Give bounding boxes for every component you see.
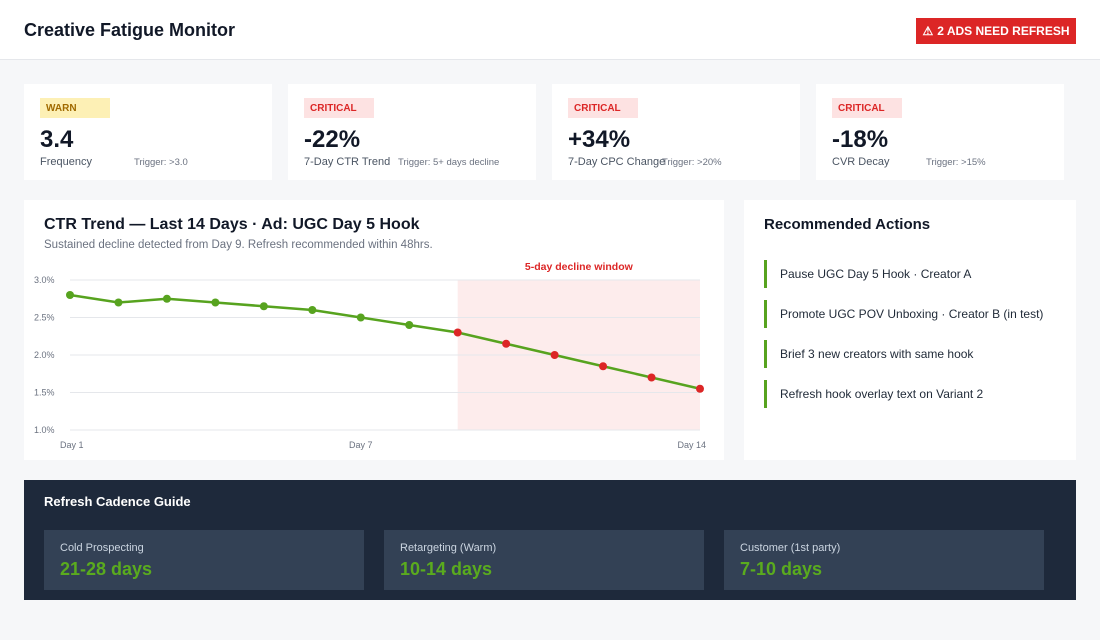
action-item[interactable]: Pause UGC Day 5 Hook · Creator A (764, 260, 1060, 288)
cadence-item-retargeting: Retargeting (Warm) 10-14 days (384, 530, 704, 590)
ctr-trend-chart-card: CTR Trend — Last 14 Days · Ad: UGC Day 5… (24, 200, 724, 460)
data-point (502, 339, 511, 348)
chart-title: CTR Trend — Last 14 Days · Ad: UGC Day 5… (44, 216, 420, 233)
y-tick-label: 2.0% (34, 350, 55, 360)
kpi-value: -18% (832, 126, 889, 153)
data-point (356, 313, 365, 322)
kpi-label: 7-Day CPC Change (568, 156, 666, 168)
kpi-card-frequency: WARN 3.4 Frequency Trigger: >3.0 (24, 84, 272, 180)
kpi-trigger: Trigger: >3.0 (134, 157, 188, 168)
cadence-value: 7-10 days (740, 559, 823, 579)
action-item[interactable]: Refresh hook overlay text on Variant 2 (764, 380, 1060, 408)
cadence-label: Customer (1st party) (740, 542, 841, 554)
warning-triangle-icon: ⚠ (922, 24, 934, 38)
y-tick-label: 1.0% (34, 425, 55, 435)
actions-title: Recommended Actions (764, 216, 931, 233)
kpi-card-ctr-trend: CRITICAL -22% 7-Day CTR Trend Trigger: 5… (288, 84, 536, 180)
kpi-value: -22% (304, 126, 361, 153)
kpi-card-cpc-change: CRITICAL +34% 7-Day CPC Change Trigger: … (552, 84, 800, 180)
status-badge: CRITICAL (832, 98, 902, 118)
kpi-trigger: Trigger: 5+ days decline (398, 157, 500, 168)
refresh-alert-label: 2 ADS NEED REFRESH (937, 24, 1070, 38)
kpi-value: 3.4 (40, 126, 74, 153)
kpi-label: CVR Decay (832, 156, 890, 168)
recommended-actions-card: Recommended Actions Pause UGC Day 5 Hook… (744, 200, 1076, 460)
kpi-card-cvr-decay: CRITICAL -18% CVR Decay Trigger: >15% (816, 84, 1064, 180)
kpi-value: +34% (568, 126, 631, 153)
decline-window-label: 5-day decline window (525, 261, 634, 273)
cadence-value: 21-28 days (60, 559, 153, 579)
status-badge: CRITICAL (568, 98, 638, 118)
refresh-alert-button[interactable]: ⚠ 2 ADS NEED REFRESH (916, 18, 1076, 44)
chart-subtitle: Sustained decline detected from Day 9. R… (44, 239, 433, 251)
kpi-trigger: Trigger: >20% (662, 157, 722, 168)
action-item[interactable]: Promote UGC POV Unboxing · Creator B (in… (764, 300, 1060, 328)
cadence-label: Retargeting (Warm) (400, 542, 497, 554)
data-point (66, 291, 74, 299)
data-point (308, 306, 317, 314)
y-tick-label: 1.5% (34, 388, 55, 398)
data-point (405, 321, 414, 329)
y-tick-label: 2.5% (34, 313, 55, 323)
data-point (259, 302, 268, 311)
kpi-label: 7-Day CTR Trend (304, 156, 391, 168)
action-item[interactable]: Brief 3 new creators with same hook (764, 340, 1060, 368)
cadence-item-cold: Cold Prospecting 21-28 days (44, 530, 364, 590)
y-tick-label: 3.0% (34, 275, 55, 285)
ctr-line-chart: 5-day decline window 3.0% 2.5% 2.0% 1.5% 1.0%… (34, 261, 706, 450)
data-point (647, 373, 656, 382)
x-tick-label: Day 1 (60, 440, 84, 450)
cadence-item-customer: Customer (1st party) 7-10 days (724, 530, 1044, 590)
ctr-series-line (69, 293, 701, 390)
data-point (211, 298, 220, 307)
data-point (599, 362, 608, 371)
kpi-trigger: Trigger: >15% (926, 157, 986, 168)
data-point (696, 384, 704, 393)
data-point (550, 351, 559, 359)
status-badge: CRITICAL (304, 98, 374, 118)
app-header: Creative Fatigue Monitor ⚠ 2 ADS NEED RE… (0, 0, 1100, 60)
refresh-cadence-guide: Refresh Cadence Guide Cold Prospecting 2… (24, 480, 1076, 600)
cadence-title: Refresh Cadence Guide (44, 494, 191, 509)
data-point (114, 298, 123, 307)
app-title: Creative Fatigue Monitor (24, 20, 236, 40)
x-tick-label: Day 7 (349, 440, 373, 450)
data-point (162, 294, 171, 303)
status-badge: WARN (40, 98, 110, 118)
cadence-value: 10-14 days (400, 559, 493, 579)
x-tick-label: Day 14 (677, 440, 706, 450)
cadence-label: Cold Prospecting (60, 542, 144, 554)
kpi-label: Frequency (40, 156, 92, 168)
data-point (453, 328, 462, 337)
